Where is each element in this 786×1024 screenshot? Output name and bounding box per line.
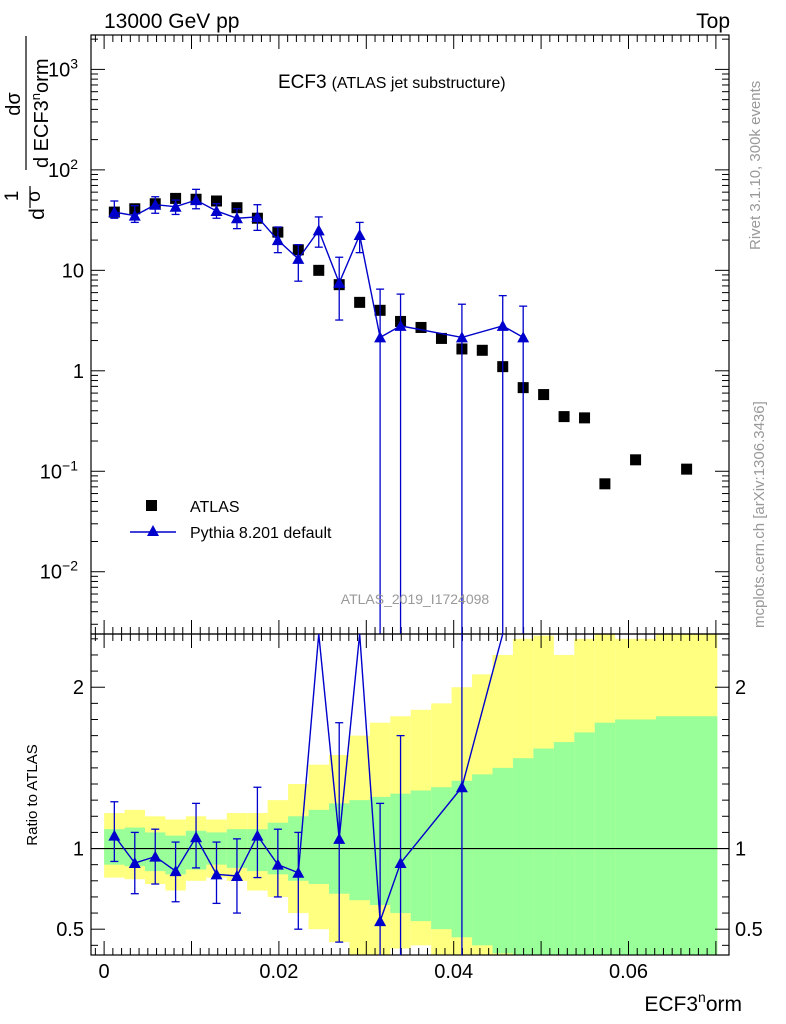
- ratio-band-stat-segment: [574, 732, 595, 955]
- pythia-point: [169, 200, 182, 212]
- pythia-point: [271, 234, 284, 246]
- ratio-band-stat-segment: [410, 790, 432, 922]
- ratio-pythia-point: [190, 831, 203, 843]
- ratio-band-stat-segment: [308, 809, 329, 885]
- ratio-pythia-point: [210, 868, 223, 880]
- pythia-point: [353, 228, 366, 240]
- atlas-point: [313, 264, 325, 276]
- main-plot-frame: [90, 34, 730, 635]
- pythia-point: [149, 198, 162, 210]
- ratio-band-stat-segment: [512, 758, 534, 955]
- atlas-point: [211, 195, 223, 207]
- ratio-ylabel: Ratio to ATLAS: [24, 744, 41, 845]
- ratio-pythia-point: [271, 858, 284, 870]
- atlas-point: [558, 411, 570, 423]
- rivet-version-label: Rivet 3.1.10, 300k events: [747, 81, 764, 250]
- x-axis-label: ECF3norm: [644, 989, 742, 1016]
- ratio-band-stat-segment: [349, 800, 370, 901]
- ratio-pythia-point: [251, 829, 264, 841]
- ratio-pythia-point: [169, 865, 182, 877]
- atlas-point: [599, 478, 611, 490]
- legend-marker-pythia: [147, 525, 159, 536]
- pythia-point: [128, 209, 141, 221]
- ratio-y-tick-label: 2: [73, 677, 84, 699]
- x-tick-label: 0.02: [259, 961, 298, 983]
- atlas-point: [476, 344, 488, 356]
- plot-title: ECF3 (ATLAS jet substructure): [278, 72, 506, 93]
- main-y-tick-label: 1: [73, 361, 84, 383]
- pythia-point: [108, 206, 121, 218]
- ratio-y-tick-label-right: 2: [735, 677, 746, 699]
- pythia-point: [374, 331, 387, 343]
- svg-text:dσ: dσ: [3, 92, 25, 116]
- main-ylabel: d 1 σ dσ d ECF3norm: [2, 36, 53, 220]
- x-tick-label: 0.04: [434, 961, 473, 983]
- atlas-point: [538, 389, 550, 401]
- ratio-pythia-point: [394, 857, 407, 869]
- ratio-band-stat-segment: [472, 774, 493, 946]
- main-panel: 10−2 10−1 1 10 102 103: [40, 34, 730, 635]
- pythia-point: [251, 210, 264, 222]
- svg-text:d: d: [26, 208, 49, 220]
- svg-text:1: 1: [2, 191, 23, 202]
- atlas-point: [231, 202, 243, 214]
- main-y-tick-label: 10−2: [40, 558, 78, 584]
- pythia-point: [394, 319, 407, 331]
- ratio-pythia-point: [149, 850, 162, 862]
- pythia-point: [190, 194, 203, 206]
- main-y-tick-label: 10: [62, 260, 84, 282]
- atlas-point: [435, 332, 447, 344]
- main-y-tick-label: 103: [48, 55, 78, 81]
- atlas-point: [170, 192, 182, 204]
- ratio-pythia-point: [230, 869, 243, 881]
- ratio-pythia-point: [374, 915, 387, 927]
- atlas-point: [354, 296, 366, 308]
- ratio-band-stat-segment: [533, 748, 554, 955]
- pythia-point: [312, 224, 325, 236]
- mcplots-credit-label: mcplots.cern.ch [arXiv:1306.3436]: [751, 401, 768, 628]
- ratio-bands: [104, 634, 718, 955]
- analysis-id: ATLAS_2019_I1724098: [341, 591, 490, 607]
- ratio-pythia-point: [292, 866, 305, 878]
- legend: ATLAS Pythia 8.201 default: [130, 499, 332, 542]
- legend-label-atlas: ATLAS: [190, 499, 240, 516]
- ylabel-denominator: d ECF3norm: [28, 59, 53, 169]
- pythia-point: [496, 319, 509, 331]
- ratio-pythia-point: [333, 832, 346, 844]
- ratio-band-stat-segment: [594, 722, 616, 955]
- pythia-point: [292, 252, 305, 264]
- x-tick-label: 0.06: [609, 961, 648, 983]
- header-process: Top: [696, 10, 730, 33]
- pythia-point: [333, 276, 346, 288]
- ratio-y-tick-label: 1: [73, 839, 84, 861]
- ratio-y-tick-label: 0.5: [56, 919, 84, 941]
- ratio-panel: 0 0.02 0.04 0.06 0.5 0.5 1 1 2 2: [56, 633, 763, 983]
- ratio-band-stat-segment: [492, 767, 513, 954]
- pythia-line: [114, 199, 524, 339]
- svg-text:σ: σ: [24, 190, 45, 202]
- pythia-point: [230, 212, 243, 224]
- atlas-point: [681, 463, 693, 475]
- pythia-point: [517, 331, 530, 343]
- pythia-point: [210, 204, 223, 216]
- legend-marker-atlas: [146, 500, 157, 511]
- ratio-y-tick-label-right: 0.5: [735, 919, 763, 941]
- ratio-pythia-point: [108, 829, 121, 841]
- ratio-band-stat-segment: [615, 719, 657, 955]
- atlas-point: [579, 412, 591, 424]
- main-y-tick-label: 10−1: [40, 457, 78, 483]
- pythia-point: [455, 331, 468, 343]
- main-y-tick-label: 102: [48, 156, 78, 182]
- atlas-point: [415, 321, 427, 333]
- atlas-point: [630, 454, 642, 466]
- legend-label-pythia: Pythia 8.201 default: [190, 525, 332, 542]
- ratio-pythia-point: [455, 781, 468, 793]
- x-tick-label: 0: [99, 961, 110, 983]
- ratio-band-stat-segment: [431, 787, 452, 930]
- ratio-band-stat-segment: [656, 716, 718, 955]
- ratio-y-tick-label-right: 1: [735, 839, 746, 861]
- ratio-pythia-point: [128, 857, 141, 869]
- header-energy: 13000 GeV pp: [104, 10, 239, 33]
